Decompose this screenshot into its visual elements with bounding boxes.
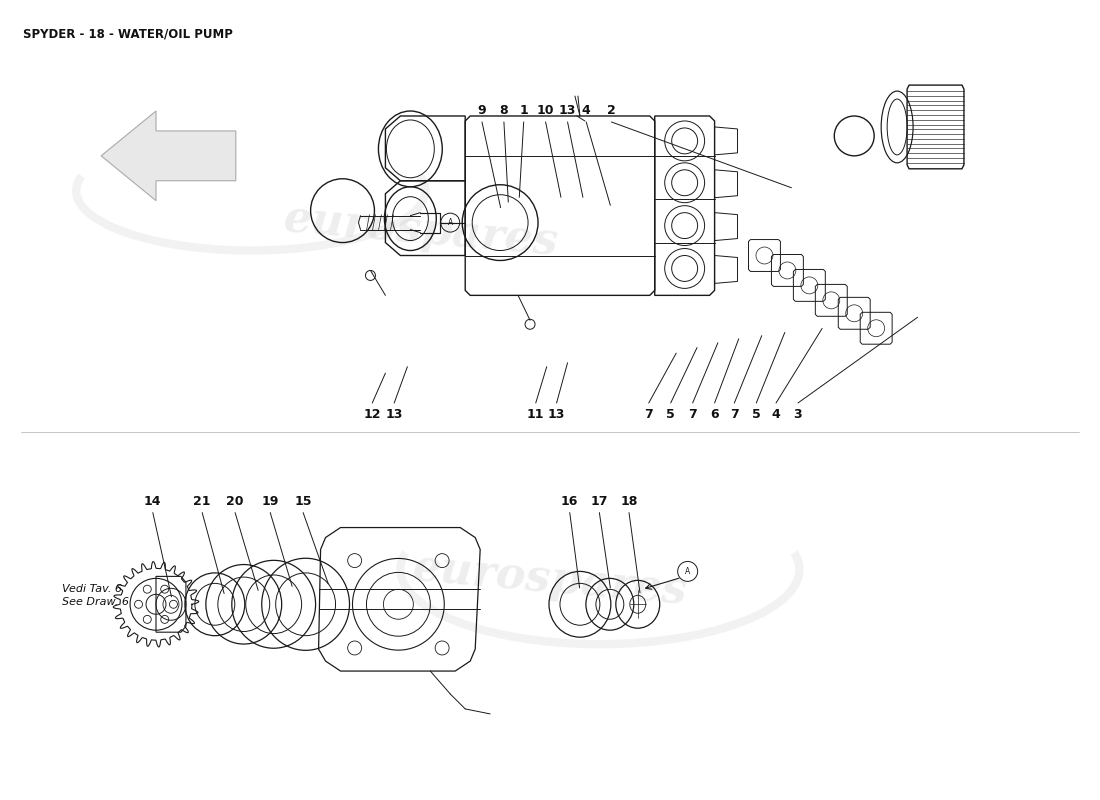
Text: 10: 10	[537, 104, 554, 117]
Polygon shape	[101, 111, 235, 201]
Text: 19: 19	[262, 494, 279, 508]
Text: 2: 2	[607, 104, 616, 117]
Text: 13: 13	[548, 408, 565, 421]
Text: A: A	[685, 567, 691, 576]
Text: 17: 17	[591, 494, 608, 508]
Text: 15: 15	[295, 494, 312, 508]
Text: 20: 20	[227, 494, 244, 508]
Text: 13: 13	[559, 104, 576, 117]
Text: SPYDER - 18 - WATER/OIL PUMP: SPYDER - 18 - WATER/OIL PUMP	[23, 27, 233, 40]
Text: 1: 1	[519, 104, 528, 117]
Text: 5: 5	[752, 408, 761, 421]
Text: 7: 7	[689, 408, 697, 421]
Text: 14: 14	[144, 494, 162, 508]
Text: 12: 12	[363, 408, 381, 421]
Text: 7: 7	[645, 408, 653, 421]
Text: 4: 4	[772, 408, 780, 421]
Text: Vedi Tav. 6
See Draw. 6: Vedi Tav. 6 See Draw. 6	[62, 584, 129, 607]
Text: eurospares: eurospares	[410, 546, 690, 613]
Text: 5: 5	[667, 408, 675, 421]
Text: 16: 16	[561, 494, 579, 508]
Text: eurospares: eurospares	[282, 197, 560, 264]
Text: 11: 11	[527, 408, 544, 421]
Text: 7: 7	[730, 408, 739, 421]
Text: 6: 6	[711, 408, 719, 421]
Text: 3: 3	[794, 408, 802, 421]
Text: 18: 18	[620, 494, 638, 508]
Text: 9: 9	[477, 104, 486, 117]
Text: 4: 4	[582, 104, 591, 117]
Text: 21: 21	[194, 494, 211, 508]
Text: 8: 8	[499, 104, 508, 117]
Text: A: A	[448, 218, 453, 227]
Text: 13: 13	[385, 408, 403, 421]
